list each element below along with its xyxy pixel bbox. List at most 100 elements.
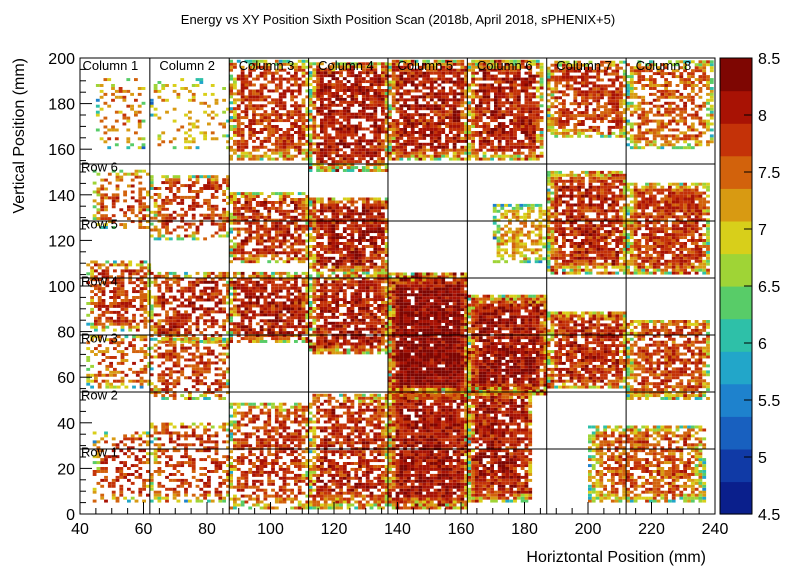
heatmap-cell	[478, 68, 483, 72]
heatmap-cell	[399, 107, 404, 111]
heatmap-cell	[562, 72, 566, 76]
heatmap-cell	[702, 101, 707, 105]
heatmap-cell	[346, 115, 351, 119]
heatmap-cell	[554, 227, 559, 231]
heatmap-cell	[316, 89, 321, 92]
heatmap-cell	[482, 86, 487, 90]
heatmap-cell	[588, 239, 593, 242]
heatmap-cell	[486, 59, 491, 63]
heatmap-cell	[172, 228, 177, 232]
heatmap-cell	[519, 221, 524, 225]
heatmap-cell	[267, 139, 272, 143]
heatmap-cell	[565, 131, 570, 135]
heatmap-cell	[709, 98, 714, 102]
heatmap-cell	[361, 209, 366, 213]
heatmap-cell	[706, 140, 710, 144]
heatmap-cell	[358, 100, 362, 104]
heatmap-cell	[573, 215, 578, 219]
heatmap-cell	[530, 203, 535, 207]
heatmap-cell	[305, 203, 310, 207]
heatmap-cell	[528, 154, 533, 158]
heatmap-cell	[308, 224, 313, 228]
heatmap-cell	[381, 80, 385, 84]
heatmap-cell	[229, 101, 234, 105]
heatmap-cell	[532, 104, 536, 108]
heatmap-cell	[252, 107, 256, 111]
heatmap-cell	[381, 236, 385, 240]
heatmap-cell	[301, 101, 306, 105]
heatmap-cell	[513, 133, 517, 137]
heatmap-cell	[592, 218, 597, 222]
heatmap-cell	[365, 209, 370, 213]
heatmap-cell	[422, 86, 427, 90]
heatmap-cell	[581, 245, 585, 248]
heatmap-cell	[441, 148, 446, 152]
heatmap-cell	[706, 113, 710, 117]
heatmap-cell	[244, 154, 249, 158]
heatmap-cell	[365, 97, 370, 101]
heatmap-cell	[308, 145, 313, 149]
heatmap-cell	[233, 227, 237, 231]
heatmap-cell	[471, 65, 476, 69]
heatmap-cell	[248, 133, 253, 137]
heatmap-cell	[554, 128, 559, 132]
heatmap-cell	[577, 128, 582, 132]
heatmap-cell	[278, 154, 283, 158]
heatmap-cell	[361, 265, 366, 269]
heatmap-cell	[331, 124, 336, 128]
heatmap-cell	[111, 128, 115, 132]
heatmap-cell	[252, 110, 256, 114]
heatmap-cell	[381, 163, 385, 167]
heatmap-cell	[391, 145, 396, 149]
heatmap-cell	[252, 248, 256, 252]
heatmap-cell	[391, 86, 396, 90]
heatmap-cell	[496, 248, 501, 252]
heatmap-cell	[381, 148, 385, 152]
heatmap-cell	[592, 96, 597, 100]
heatmap-cell	[577, 69, 582, 73]
heatmap-cell	[172, 184, 177, 188]
heatmap-cell	[286, 148, 291, 152]
heatmap-cell	[222, 234, 227, 238]
heatmap-cell	[180, 201, 185, 205]
heatmap-cell	[259, 98, 264, 102]
heatmap-cell	[248, 95, 253, 99]
heatmap-cell	[464, 92, 469, 96]
heatmap-cell	[641, 116, 646, 120]
heatmap-cell	[534, 203, 539, 207]
heatmap-cell	[172, 137, 177, 141]
heatmap-cell	[141, 87, 146, 90]
heatmap-cell	[426, 68, 430, 72]
heatmap-cell	[433, 148, 438, 152]
heatmap-cell	[511, 215, 516, 219]
heatmap-cell	[528, 95, 533, 99]
heatmap-cell	[520, 59, 525, 63]
heatmap-cell	[395, 59, 400, 63]
heatmap-cell	[255, 145, 260, 149]
heatmap-cell	[562, 66, 566, 70]
heatmap-cell	[320, 236, 324, 240]
heatmap-cell	[445, 142, 449, 146]
heatmap-cell	[115, 178, 120, 182]
heatmap-cell	[172, 175, 177, 179]
heatmap-cell	[584, 271, 589, 275]
heatmap-cell	[294, 201, 298, 204]
heatmap-cell	[600, 212, 604, 216]
heatmap-cell	[146, 214, 150, 218]
heatmap-cell	[149, 222, 154, 226]
heatmap-cell	[286, 203, 291, 207]
heatmap-cell	[188, 184, 192, 188]
heatmap-cell	[535, 65, 540, 69]
heatmap-cell	[274, 142, 279, 146]
heatmap-cell	[448, 62, 453, 66]
heatmap-cell	[229, 157, 234, 161]
heatmap-cell	[471, 125, 476, 128]
heatmap-cell	[637, 95, 642, 99]
heatmap-cell	[475, 107, 479, 111]
heatmap-cell	[346, 106, 351, 110]
heatmap-cell	[482, 151, 487, 155]
heatmap-cell	[497, 145, 502, 149]
heatmap-cell	[218, 122, 223, 126]
heatmap-cell	[358, 154, 362, 158]
heatmap-cell	[335, 227, 340, 231]
